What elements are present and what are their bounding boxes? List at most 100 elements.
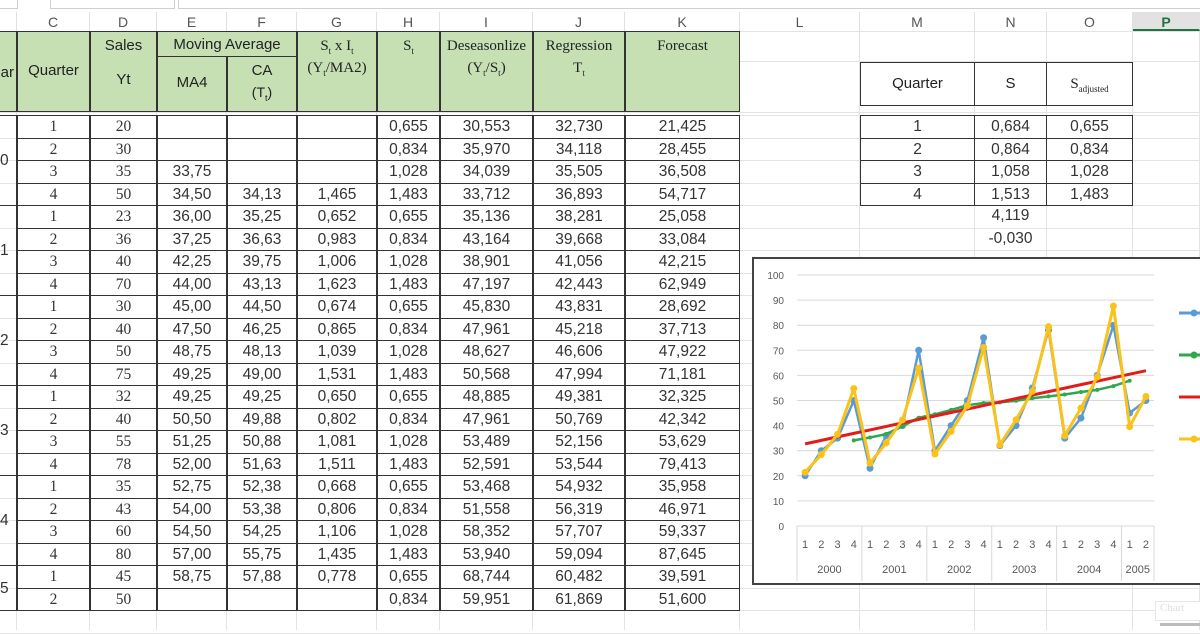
cell-st[interactable]: 0,655 (377, 385, 440, 409)
cell-sales[interactable]: 23 (90, 205, 157, 229)
cell-st[interactable]: 0,834 (377, 407, 440, 431)
seasonal-cell-s-adjusted[interactable]: 0,834 (1046, 137, 1133, 161)
cell-quarter[interactable]: 3 (17, 250, 90, 274)
cell-forecast[interactable]: 87,645 (625, 542, 740, 566)
cell-st-it[interactable]: 1,006 (297, 250, 377, 274)
cell-forecast[interactable]: 79,413 (625, 452, 740, 476)
cell-st-it[interactable]: 1,531 (297, 362, 377, 386)
header-ca[interactable]: CA (Tt) (227, 56, 297, 112)
cell-ca[interactable]: 49,25 (227, 385, 297, 409)
cell-deseasonalized[interactable]: 68,744 (440, 565, 533, 589)
cell-deseasonalized[interactable]: 35,970 (440, 137, 533, 161)
column-header-c[interactable]: C (17, 12, 90, 31)
name-box-edge[interactable] (0, 0, 18, 9)
cell-deseasonalized[interactable]: 59,951 (440, 587, 533, 611)
header-sales[interactable]: Sales Yt (90, 31, 157, 112)
column-header-i[interactable]: I (440, 12, 533, 31)
cell-deseasonalized[interactable]: 52,591 (440, 452, 533, 476)
worksheet-grid[interactable]: ar Quarter Sales Yt Moving Average MA4 CA (Tt) S… (0, 31, 1200, 634)
cell-forecast[interactable]: 47,922 (625, 340, 740, 364)
seasonal-cell-s[interactable]: 1,513 (974, 182, 1047, 206)
cell-quarter[interactable]: 2 (17, 497, 90, 521)
column-header-j[interactable]: J (533, 12, 625, 31)
cell-quarter[interactable]: 4 (17, 452, 90, 476)
cell-forecast[interactable]: 28,692 (625, 295, 740, 319)
cell-st-it[interactable] (297, 160, 377, 184)
cell-sales[interactable]: 32 (90, 385, 157, 409)
cell-regression[interactable]: 60,482 (533, 565, 625, 589)
cell-st[interactable]: 0,834 (377, 497, 440, 521)
cell-deseasonalized[interactable]: 58,352 (440, 520, 533, 544)
cell-ca[interactable]: 43,13 (227, 272, 297, 296)
cell-st[interactable]: 0,655 (377, 295, 440, 319)
cell-deseasonalized[interactable]: 53,940 (440, 542, 533, 566)
cell-sales[interactable]: 20 (90, 115, 157, 139)
cell-deseasonalized[interactable]: 30,553 (440, 115, 533, 139)
cell-st[interactable]: 0,655 (377, 565, 440, 589)
cell-ca[interactable]: 44,50 (227, 295, 297, 319)
seasonal-cell-quarter[interactable]: 2 (860, 137, 975, 161)
cell-forecast[interactable]: 28,455 (625, 137, 740, 161)
cell-sales[interactable]: 43 (90, 497, 157, 521)
cell-ca[interactable]: 53,38 (227, 497, 297, 521)
cell-ma4[interactable]: 57,00 (157, 542, 227, 566)
seasonal-header-s[interactable]: S (974, 62, 1047, 106)
cell-ma4[interactable]: 52,00 (157, 452, 227, 476)
cell-regression[interactable]: 42,443 (533, 272, 625, 296)
cell-quarter[interactable]: 1 (17, 295, 90, 319)
cell-sales[interactable]: 36 (90, 227, 157, 251)
cell-regression[interactable]: 52,156 (533, 430, 625, 454)
cell-sales[interactable]: 50 (90, 182, 157, 206)
cell-deseasonalized[interactable]: 47,961 (440, 407, 533, 431)
cell-ma4[interactable]: 34,50 (157, 182, 227, 206)
cell-year[interactable]: 4 (0, 475, 17, 566)
cell-ma4[interactable]: 52,75 (157, 475, 227, 499)
seasonal-cell-s[interactable]: 1,058 (974, 160, 1047, 184)
cell-st[interactable]: 0,655 (377, 475, 440, 499)
column-header-h[interactable]: H (377, 12, 440, 31)
cell-sales[interactable]: 30 (90, 137, 157, 161)
cell-st-it[interactable]: 1,623 (297, 272, 377, 296)
cell-st[interactable]: 1,483 (377, 362, 440, 386)
cell-deseasonalized[interactable]: 34,039 (440, 160, 533, 184)
cell-sales[interactable]: 45 (90, 565, 157, 589)
cell-deseasonalized[interactable]: 53,468 (440, 475, 533, 499)
cell-ca[interactable]: 46,25 (227, 317, 297, 341)
cell-st-it[interactable]: 0,806 (297, 497, 377, 521)
cell-ma4[interactable]: 54,00 (157, 497, 227, 521)
cell-quarter[interactable]: 3 (17, 520, 90, 544)
column-header-p[interactable]: P (1133, 12, 1200, 31)
cell-regression[interactable]: 45,218 (533, 317, 625, 341)
cell-deseasonalized[interactable]: 33,712 (440, 182, 533, 206)
column-header-n[interactable]: N (975, 12, 1047, 31)
cell-sales[interactable]: 40 (90, 407, 157, 431)
cell-year[interactable]: 0 (0, 115, 17, 206)
cell-regression[interactable]: 46,606 (533, 340, 625, 364)
cell-regression[interactable]: 36,893 (533, 182, 625, 206)
cell-forecast[interactable]: 42,342 (625, 407, 740, 431)
column-header-k[interactable]: K (625, 12, 740, 31)
cell-st[interactable]: 0,655 (377, 115, 440, 139)
cell-forecast[interactable]: 35,958 (625, 475, 740, 499)
cell-st[interactable]: 0,834 (377, 317, 440, 341)
cell-quarter[interactable]: 1 (17, 205, 90, 229)
header-ma4[interactable]: MA4 (157, 56, 227, 112)
cell-st-it[interactable]: 0,652 (297, 205, 377, 229)
cell-deseasonalized[interactable]: 51,558 (440, 497, 533, 521)
header-year[interactable]: ar (0, 31, 17, 112)
cell-deseasonalized[interactable]: 47,197 (440, 272, 533, 296)
cell-sales[interactable]: 30 (90, 295, 157, 319)
cell-st-it[interactable]: 1,465 (297, 182, 377, 206)
cell-deseasonalized[interactable]: 48,627 (440, 340, 533, 364)
cell-deseasonalized[interactable]: 45,830 (440, 295, 533, 319)
seasonal-cell-quarter[interactable]: 4 (860, 182, 975, 206)
cell-st[interactable]: 1,028 (377, 520, 440, 544)
seasonal-cell-s-adjusted[interactable]: 0,655 (1046, 115, 1133, 139)
cell-regression[interactable]: 59,094 (533, 542, 625, 566)
cell-quarter[interactable]: 2 (17, 407, 90, 431)
seasonal-adjustment[interactable]: -0,030 (988, 229, 1033, 247)
header-st-it[interactable]: St x It (Yt/MA2) (297, 31, 377, 112)
cell-sales[interactable]: 40 (90, 317, 157, 341)
name-box[interactable] (50, 0, 175, 9)
cell-regression[interactable]: 35,505 (533, 160, 625, 184)
